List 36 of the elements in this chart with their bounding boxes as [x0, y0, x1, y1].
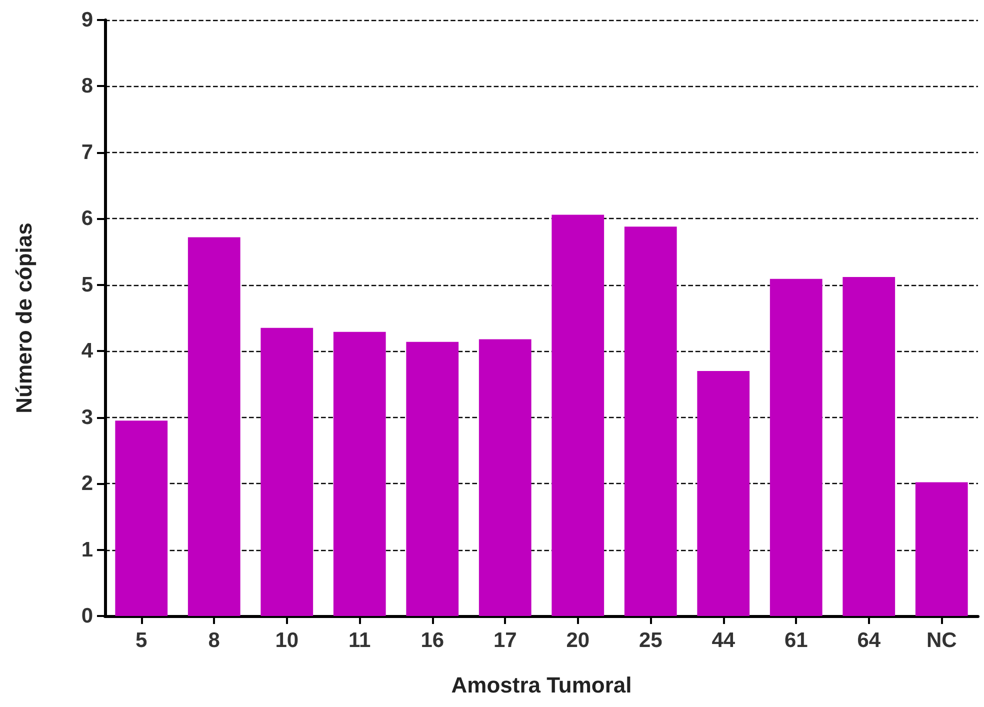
x-tick-label: 8 [208, 629, 220, 652]
x-tick-label: 16 [420, 629, 444, 652]
y-tick-label: 5 [81, 273, 94, 296]
y-tick-label: 4 [81, 340, 94, 363]
x-tick-label: NC [926, 629, 957, 652]
bar [333, 332, 386, 616]
x-tick-label: 10 [275, 629, 299, 652]
x-tick-label: 11 [348, 629, 372, 652]
x-tick-label: 64 [857, 629, 881, 652]
bar [842, 276, 896, 616]
y-tick-label: 1 [81, 538, 94, 562]
x-tick-label: 5 [136, 629, 148, 652]
bar [697, 370, 750, 616]
x-axis-title: Amostra Tumoral [451, 672, 632, 698]
x-tick-label: 61 [784, 629, 808, 652]
bar [188, 237, 240, 616]
y-tick-label: 3 [81, 406, 93, 429]
y-tick-label: 0 [81, 604, 93, 628]
bar [624, 226, 677, 616]
y-tick-label: 9 [81, 8, 93, 32]
bar [406, 342, 459, 616]
x-tick-label: 20 [566, 629, 590, 652]
x-tick-label: 25 [638, 629, 663, 652]
x-tick-label: 44 [712, 629, 736, 652]
x-tick-label: 17 [493, 629, 517, 652]
bar [115, 420, 168, 616]
y-tick-label: 6 [81, 207, 93, 230]
y-tick-label: 2 [81, 472, 93, 496]
bar [260, 328, 314, 616]
y-axis-title: Número de cópias [12, 222, 36, 414]
bar [770, 278, 822, 616]
y-tick-label: 7 [81, 140, 93, 164]
bar [915, 482, 968, 616]
bar [552, 214, 604, 616]
y-tick-label: 8 [81, 74, 94, 98]
bar [478, 339, 532, 616]
